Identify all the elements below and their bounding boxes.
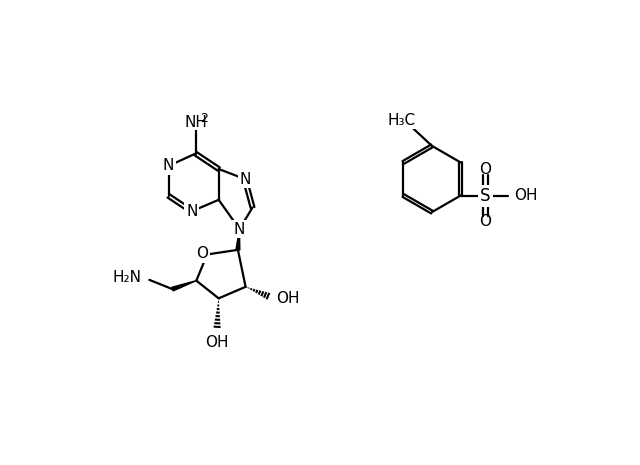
Text: NH: NH [184, 114, 207, 130]
Polygon shape [236, 229, 240, 250]
Polygon shape [172, 281, 196, 291]
Text: 2: 2 [200, 113, 208, 126]
Text: N: N [186, 204, 197, 219]
Text: H₂N: H₂N [113, 270, 141, 285]
Text: O: O [196, 246, 209, 261]
Text: OH: OH [515, 188, 538, 203]
Text: S: S [480, 186, 490, 205]
Text: OH: OH [276, 291, 299, 306]
Text: N: N [163, 159, 174, 173]
Text: N: N [234, 221, 245, 237]
Text: N: N [239, 172, 250, 186]
Text: OH: OH [205, 334, 229, 350]
Text: O: O [479, 214, 492, 229]
Text: O: O [479, 162, 492, 177]
Text: H₃C: H₃C [387, 113, 415, 128]
